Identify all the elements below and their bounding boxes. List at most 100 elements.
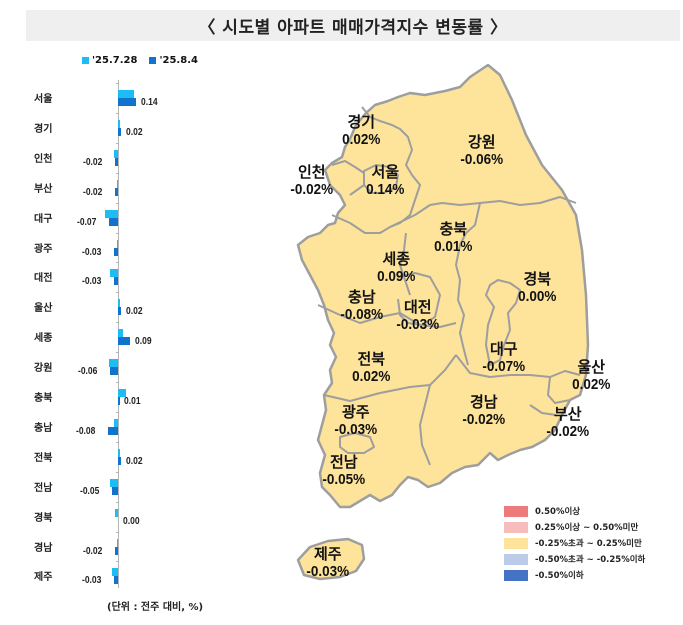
map-label-busan: 부산 -0.02% [546, 405, 590, 440]
map-label-incheon: 인천 -0.02% [290, 163, 334, 198]
map-label-jeonbuk: 전북 0.02% [352, 350, 391, 385]
axis-tick [116, 352, 119, 354]
bar-curr-week [114, 277, 118, 286]
map-label-jeonnam: 전남 -0.05% [322, 453, 366, 488]
data-label: -0.02 [83, 186, 103, 198]
map-legend-swatch [504, 521, 528, 533]
axis-tick [116, 112, 119, 114]
map-label-ulsan: 울산 0.02% [572, 358, 611, 393]
category-label: 강원 [34, 363, 53, 375]
map-legend-swatch [504, 553, 528, 565]
bar-curr-week [114, 576, 118, 585]
bar-row: 충북 0.01 [0, 382, 260, 415]
axis-tick [116, 471, 119, 473]
map-legend-item: -0.50%초과 ~ -0.25%이하 [504, 551, 645, 567]
data-label: 0.02 [125, 126, 143, 138]
map-legend: 0.50%이상 0.25%이상 ~ 0.50%미만 -0.25%초과 ~ 0.2… [504, 503, 645, 583]
data-label: 0.00 [123, 515, 140, 527]
axis-tick [116, 561, 119, 563]
bar-curr-week [108, 217, 118, 226]
bar-prev-week [118, 448, 120, 457]
bar-row: 전북 0.02 [0, 441, 260, 475]
map-legend-swatch [504, 505, 528, 517]
bar-prev-week [105, 209, 118, 218]
bar-prev-week [118, 389, 126, 397]
map-label-gyeongbuk: 경북 0.00% [518, 270, 557, 305]
axis-tick [116, 172, 119, 174]
axis-tick [116, 382, 119, 383]
bar-row: 인천 -0.02 [0, 142, 260, 176]
map-label-jeju: 제주 -0.03% [306, 545, 350, 580]
bar-prev-week [116, 179, 118, 188]
bar-prev-week [114, 149, 118, 158]
map-legend-swatch [504, 537, 528, 549]
bar-prev-week [110, 478, 118, 487]
bar-row: 경북 0.00 [0, 501, 260, 535]
category-label: 경북 [34, 512, 53, 524]
data-label: -0.08 [75, 425, 95, 437]
bar-prev-week [116, 538, 118, 547]
category-label: 전남 [34, 482, 53, 494]
data-label: 0.02 [125, 455, 143, 467]
bar-curr-week [118, 456, 121, 465]
bar-prev-week [118, 119, 120, 128]
map-label-chungbuk: 충북 0.01% [434, 220, 473, 255]
bar-curr-week [111, 486, 118, 495]
bar-row: 대전 -0.03 [0, 262, 260, 295]
bar-row: 제주 -0.03 [0, 561, 260, 594]
unit-note: (단위 : 전주 대비, %) [107, 602, 204, 613]
bar-prev-week [115, 508, 118, 517]
data-label: -0.02 [83, 545, 103, 557]
legend-swatch-prev [82, 57, 89, 64]
map-label-gwangju: 광주 -0.03% [334, 403, 378, 438]
legend-label-curr: '25.8.4 [159, 55, 198, 66]
axis-tick [116, 142, 119, 144]
category-label: 광주 [34, 243, 53, 255]
bar-prev-week [118, 299, 120, 308]
axis-tick [116, 202, 119, 204]
category-label: 울산 [34, 303, 53, 315]
category-label: 제주 [34, 572, 53, 584]
bar-prev-week [118, 329, 124, 338]
bar-row: 서울 0.14 [0, 83, 260, 116]
data-label: -0.07 [76, 216, 97, 228]
axis-tick [116, 262, 119, 264]
bar-row: 경기 0.02 [0, 112, 260, 146]
bar-curr-week [115, 546, 118, 555]
category-label: 전북 [34, 452, 53, 464]
map-label-chungnam: 충남 -0.08% [340, 288, 384, 323]
data-label: -0.03 [82, 246, 102, 258]
data-label: -0.06 [78, 366, 98, 378]
legend-label-prev: '25.7.28 [92, 55, 138, 66]
bar-prev-week [114, 418, 118, 427]
category-label: 대전 [34, 273, 53, 285]
map-label-sejong: 세종 0.09% [377, 250, 416, 285]
legend-item-prev: '25.7.28 [82, 55, 137, 66]
axis-tick [116, 411, 119, 413]
bar-curr-week [118, 397, 120, 405]
map-label-seoul: 서울 0.14% [366, 163, 405, 198]
category-label: 경남 [34, 542, 53, 554]
bar-curr-week [118, 307, 121, 316]
data-label: 0.01 [124, 396, 141, 407]
axis-tick [116, 232, 119, 234]
chart-legend: '25.7.28 '25.8.4 [82, 55, 198, 66]
bar-row: 경남 -0.02 [0, 531, 260, 565]
bar-row: 강원 -0.06 [0, 352, 260, 385]
data-label: -0.02 [83, 156, 103, 168]
axis-tick [116, 501, 119, 503]
bar-prev-week [108, 359, 118, 368]
data-label: -0.05 [79, 485, 99, 497]
category-label: 부산 [34, 183, 53, 195]
map-label-gyeonggi: 경기 0.02% [342, 113, 381, 148]
bar-prev-week [110, 269, 118, 278]
data-label: 0.14 [141, 97, 158, 108]
map-legend-item: -0.25%초과 ~ 0.25%미만 [504, 535, 645, 551]
korea-map: 경기 0.02% 인천 -0.02% 서울 0.14% 강원 -0.06% 충북… [280, 55, 620, 595]
legend-item-curr: '25.8.4 [149, 55, 198, 66]
map-legend-item: -0.50%이하 [504, 567, 645, 583]
bar-row: 세종 0.09 [0, 322, 260, 355]
axis-tick [116, 322, 119, 324]
page-title: 〈 시도별 아파트 매매가격지수 변동률 〉 [26, 10, 680, 41]
map-label-gangwon: 강원 -0.06% [460, 133, 504, 168]
